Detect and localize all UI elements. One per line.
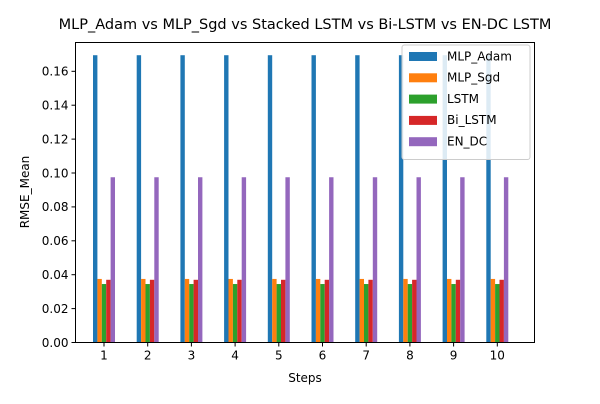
bar-mlp-adam-step-4 <box>224 55 229 343</box>
bar-lstm-step-9 <box>451 284 456 343</box>
bar-lstm-step-7 <box>364 284 369 343</box>
bar-lstm-step-8 <box>407 284 413 343</box>
bar-mlp-adam-step-10 <box>486 55 491 343</box>
bar-mlp-sgd-step-5 <box>272 278 277 343</box>
bar-bi-lstm-step-9 <box>455 279 461 343</box>
legend-label: MLP_Sgd <box>447 71 500 85</box>
x-tick-label: 1 <box>100 349 108 363</box>
bar-mlp-sgd-step-9 <box>447 278 452 343</box>
legend: MLP_Adam MLP_Sgd LSTM Bi_LSTM EN_DC <box>401 44 531 160</box>
bar-bi-lstm-step-1 <box>106 279 111 343</box>
y-tick-label: 0.06 <box>42 234 69 248</box>
bar-lstm-step-10 <box>495 284 500 343</box>
bar-en-dc-step-9 <box>460 177 465 343</box>
bar-mlp-sgd-step-2 <box>141 278 146 343</box>
bar-mlp-adam-step-7 <box>355 55 360 343</box>
bar-mlp-sgd-step-1 <box>97 278 102 343</box>
bar-en-dc-step-10 <box>503 177 509 343</box>
x-tick-label: 6 <box>319 349 327 363</box>
x-tick-label: 5 <box>275 349 283 363</box>
plot-frame <box>75 42 535 343</box>
bar-mlp-sgd-step-8 <box>403 278 408 343</box>
bar-lstm-step-5 <box>276 284 281 343</box>
x-tick-label: 8 <box>406 349 414 363</box>
bar-mlp-sgd-step-6 <box>315 278 321 343</box>
bar-mlp-adam-step-6 <box>311 55 316 343</box>
legend-swatch <box>409 115 437 125</box>
bar-bi-lstm-step-8 <box>412 279 417 343</box>
bar-en-dc-step-7 <box>372 177 378 343</box>
x-tick-label: 10 <box>490 349 505 363</box>
x-tick-label: 4 <box>231 349 239 363</box>
y-tick-label: 0.04 <box>42 268 69 282</box>
legend-swatch <box>409 52 437 61</box>
bar-mlp-adam-step-3 <box>180 55 185 343</box>
legend-label: MLP_Adam <box>447 49 512 63</box>
legend-label: LSTM <box>447 92 479 106</box>
chart-title: MLP_Adam vs MLP_Sgd vs Stacked LSTM vs B… <box>59 17 552 33</box>
y-axis: 0.00 0.02 0.04 0.06 0.08 0.10 0.12 0.14 0.16 <box>42 65 76 350</box>
y-tick-label: 0.08 <box>42 200 69 214</box>
bar-lstm-step-2 <box>145 284 150 343</box>
x-tick-label: 7 <box>362 349 370 363</box>
bar-en-dc-step-2 <box>154 177 159 343</box>
bar-bi-lstm-step-10 <box>499 279 504 343</box>
y-tick-label: 0.12 <box>42 132 69 146</box>
y-tick-label: 0.10 <box>42 166 69 180</box>
x-tick-label: 9 <box>450 349 458 363</box>
legend-label: EN_DC <box>447 135 487 149</box>
bar-bi-lstm-step-3 <box>193 279 198 343</box>
bar-en-dc-step-5 <box>285 177 290 343</box>
bar-lstm-step-3 <box>189 284 194 343</box>
y-tick-label: 0.02 <box>42 302 69 316</box>
bar-mlp-sgd-step-3 <box>184 278 190 343</box>
legend-label: Bi_LSTM <box>447 113 497 127</box>
bar-bi-lstm-step-4 <box>237 279 242 343</box>
x-tick-label: 2 <box>144 349 152 363</box>
bar-en-dc-step-4 <box>241 177 247 343</box>
bar-lstm-step-4 <box>232 284 238 343</box>
bar-en-dc-step-3 <box>198 177 203 343</box>
bar-lstm-step-6 <box>320 284 325 343</box>
y-axis-label: RMSE_Mean <box>18 156 32 229</box>
bar-mlp-sgd-step-4 <box>228 278 233 343</box>
bar-mlp-sgd-step-10 <box>490 278 496 343</box>
y-tick-label: 0.00 <box>42 336 69 350</box>
bar-mlp-adam-step-5 <box>267 55 273 343</box>
bar-mlp-adam-step-9 <box>442 55 447 343</box>
bar-bi-lstm-step-6 <box>324 279 330 343</box>
legend-swatch <box>409 137 437 147</box>
y-tick-label: 0.16 <box>42 65 69 79</box>
bar-en-dc-step-6 <box>329 177 334 343</box>
bar-en-dc-step-8 <box>416 177 421 343</box>
bar-mlp-adam-step-2 <box>136 55 142 343</box>
bar-bi-lstm-step-2 <box>149 279 155 343</box>
legend-swatch <box>409 94 437 104</box>
bars-layer <box>93 55 509 343</box>
bar-lstm-step-1 <box>101 284 107 343</box>
legend-swatch <box>409 73 437 83</box>
bar-bi-lstm-step-5 <box>281 279 286 343</box>
x-axis: 1 2 3 4 5 6 7 8 9 10 <box>100 342 505 363</box>
bar-en-dc-step-1 <box>110 177 115 343</box>
bar-mlp-sgd-step-7 <box>359 278 364 343</box>
bar-mlp-adam-step-8 <box>398 55 404 343</box>
bar-mlp-adam-step-1 <box>93 55 98 343</box>
x-tick-label: 3 <box>188 349 196 363</box>
x-axis-label: Steps <box>288 371 322 385</box>
bar-bi-lstm-step-7 <box>368 279 373 343</box>
y-tick-label: 0.14 <box>42 99 69 113</box>
